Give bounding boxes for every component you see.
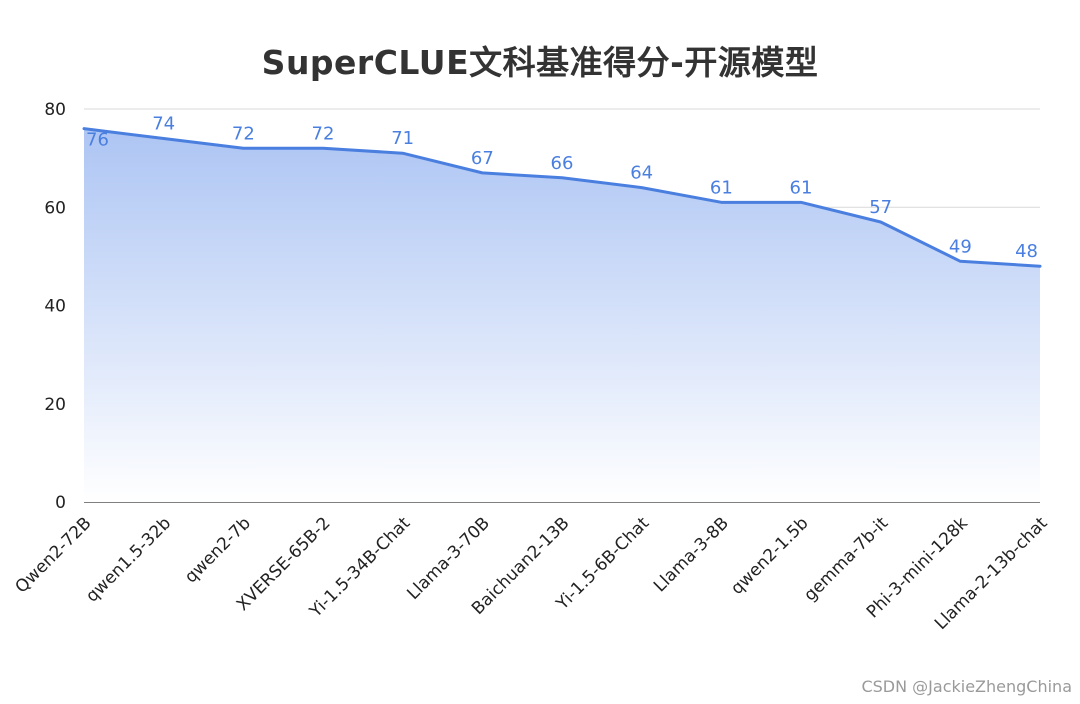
y-axis-ticks: 0 20 40 60 80 xyxy=(44,100,66,513)
y-tick-label: 20 xyxy=(44,395,66,415)
data-label: 71 xyxy=(391,128,414,149)
y-tick-label: 40 xyxy=(44,297,66,317)
line-layer xyxy=(82,127,1042,268)
x-tick-label: qwen1.5-32b xyxy=(82,513,175,606)
x-tick-label: Llama-3-70B xyxy=(403,513,493,603)
data-label: 72 xyxy=(312,123,335,144)
x-tick-label: qwen2-7b xyxy=(181,513,255,587)
data-label: 72 xyxy=(232,123,255,144)
data-label: 49 xyxy=(949,236,972,257)
area-fill xyxy=(84,128,1040,502)
y-tick-label: 0 xyxy=(55,493,66,513)
y-tick-label: 80 xyxy=(44,100,66,120)
x-tick-label: Llama-3-8B xyxy=(650,513,733,596)
data-label: 76 xyxy=(86,130,109,151)
area-fill-layer xyxy=(84,128,1040,502)
data-label: 74 xyxy=(152,113,175,134)
x-tick-label: Qwen2-72B xyxy=(12,513,96,597)
data-label: 48 xyxy=(1015,241,1038,262)
series-line xyxy=(82,127,1042,268)
x-tick-label: qwen2-1.5b xyxy=(727,513,812,598)
chart-title: SuperCLUE文科基准得分-开源模型 xyxy=(261,43,819,82)
data-label: 61 xyxy=(710,177,733,198)
y-tick-label: 60 xyxy=(44,198,66,218)
data-labels: 76 74 72 72 71 67 66 64 61 61 57 49 48 xyxy=(86,113,1038,262)
data-label: 67 xyxy=(471,148,494,169)
data-label: 61 xyxy=(790,177,813,198)
data-label: 64 xyxy=(630,163,653,184)
credit-watermark: CSDN @JackieZhengChina xyxy=(861,677,1072,696)
data-label: 66 xyxy=(551,153,574,174)
data-label: 57 xyxy=(869,197,892,218)
